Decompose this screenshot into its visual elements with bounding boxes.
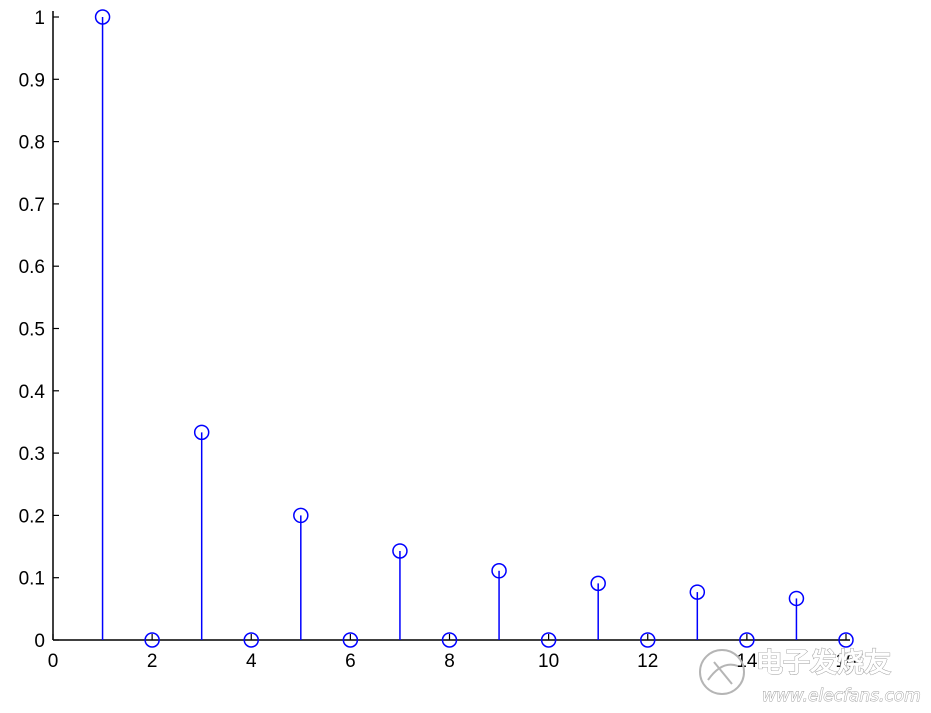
stem-marker	[788, 590, 805, 607]
x-tick-label: 8	[444, 651, 455, 672]
stem-marker	[838, 632, 854, 648]
y-tick-label: 0.6	[19, 257, 45, 278]
y-tick-label: 0.3	[19, 444, 45, 465]
watermark-title: 电子发烧友	[756, 647, 891, 679]
stem-marker	[689, 584, 706, 600]
y-tick-label: 0.2	[19, 506, 45, 527]
stem-marker	[739, 632, 755, 648]
stem-marker	[590, 575, 606, 592]
y-tick-label: 0.8	[19, 133, 45, 154]
y-tick-label: 0.7	[19, 195, 45, 216]
y-tick-label: 0.9	[19, 70, 45, 91]
watermark-logo-mark	[707, 661, 739, 685]
x-tick-label: 12	[637, 651, 658, 672]
x-tick-label: 10	[538, 651, 559, 672]
stem-marker	[193, 424, 210, 441]
x-tick-label: 14	[736, 651, 758, 672]
stem-marker	[441, 632, 458, 648]
stem-marker	[243, 632, 259, 648]
x-tick-label: 2	[147, 651, 158, 672]
x-tick-label: 4	[246, 651, 257, 672]
x-tick-label: 16	[835, 651, 856, 672]
y-tick-label: 0.1	[19, 569, 45, 590]
stem-marker	[293, 507, 309, 524]
x-tick-label: 0	[48, 651, 59, 672]
stem-series	[94, 9, 854, 648]
y-tick-label: 0.5	[19, 320, 45, 341]
stem-marker	[640, 632, 656, 648]
stem-marker	[342, 632, 359, 648]
elecfans-watermark: 电子发烧友 www.elecfans.com	[699, 647, 921, 706]
y-axis: 0 0.1 0.2 0.3 0.4 0.5 0.6 0.7 0.8 0.9 1	[19, 8, 59, 652]
y-tick-label: 1	[34, 8, 45, 29]
y-tick-label: 0.4	[19, 382, 46, 403]
y-tick-label: 0	[34, 631, 45, 652]
x-tick-label: 6	[345, 651, 356, 672]
watermark-url: www.elecfans.com	[762, 686, 921, 706]
stem-marker	[94, 9, 111, 25]
watermark-logo-icon	[699, 649, 745, 695]
stem-marker	[540, 632, 557, 648]
x-axis: 0 2 4 6 8 10 12 14 16	[48, 634, 857, 672]
stem-marker	[144, 632, 160, 648]
stem-marker	[392, 543, 408, 559]
stem-marker	[491, 563, 507, 579]
